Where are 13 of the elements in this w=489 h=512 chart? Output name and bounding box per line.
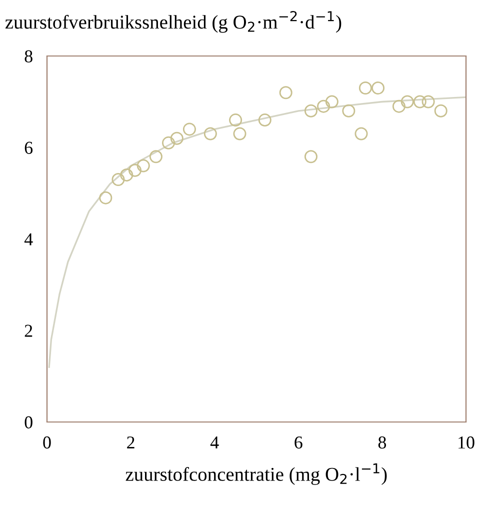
y-tick-label: 8: [24, 50, 32, 62]
y-tick-label: 2: [24, 324, 32, 337]
x-tick-label: 4: [210, 436, 219, 448]
chart-title: zuurstofverbruikssnelheid (g O$_{2}$·m$^{−2}$·d$^{−1}$): [5, 11, 342, 33]
x-tick-label: 6: [294, 436, 302, 449]
x-tick-label: 10: [458, 436, 474, 449]
x-axis-title: zuurstofconcentratie (mg O$_{2}$·l$^{−1}$): [126, 463, 387, 485]
x-tick-label: 0: [43, 436, 51, 449]
y-tick-label: 6: [24, 142, 33, 154]
y-tick-label: 0: [24, 416, 32, 428]
x-tick-label: 2: [127, 436, 134, 448]
y-tick-label: 4: [24, 233, 33, 246]
x-tick-label: 8: [378, 436, 386, 449]
